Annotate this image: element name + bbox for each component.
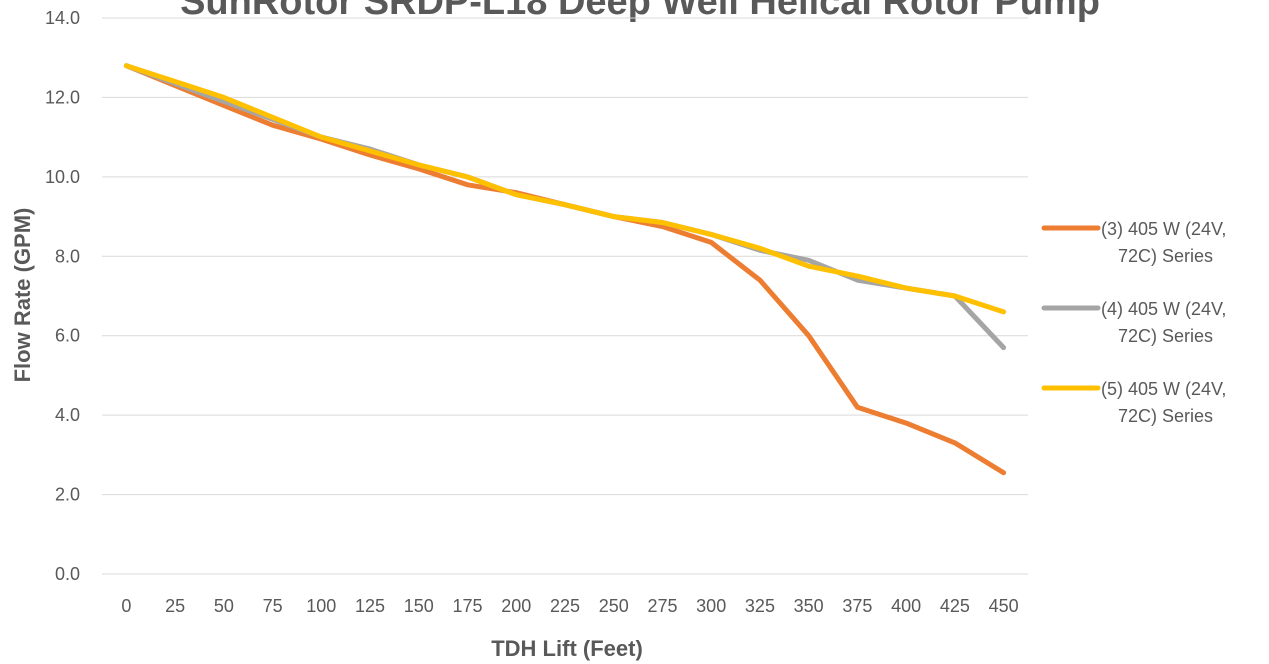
legend-label-2: (4) 405 W (24V, <box>1101 299 1226 319</box>
x-tick-label: 225 <box>550 596 580 616</box>
series-line-1 <box>123 63 1007 476</box>
x-tick-label: 75 <box>263 596 283 616</box>
x-axis-title: TDH Lift (Feet) <box>491 636 643 661</box>
x-tick-label: 100 <box>306 596 336 616</box>
x-tick-label: 275 <box>647 596 677 616</box>
x-tick-label: 150 <box>404 596 434 616</box>
legend-label-1: (3) 405 W (24V, <box>1101 219 1226 239</box>
legend: (3) 405 W (24V, 72C) Series (4) 405 W (24V… <box>1041 219 1226 426</box>
x-tick-label: 25 <box>165 596 185 616</box>
x-tick-label: 250 <box>599 596 629 616</box>
y-tick-label: 4.0 <box>55 405 80 425</box>
series-line-3 <box>123 63 1007 315</box>
x-tick-label: 350 <box>794 596 824 616</box>
x-tick-label: 450 <box>989 596 1019 616</box>
x-tick-label: 125 <box>355 596 385 616</box>
y-tick-label: 0.0 <box>55 564 80 584</box>
x-tick-label: 50 <box>214 596 234 616</box>
legend-label-3: (5) 405 W (24V, <box>1101 379 1226 399</box>
y-axis-ticks: 0.0 2.0 4.0 6.0 8.0 10.0 12.0 14.0 <box>45 8 80 584</box>
x-tick-label: 300 <box>696 596 726 616</box>
x-tick-label: 175 <box>453 596 483 616</box>
x-tick-label: 0 <box>121 596 131 616</box>
x-tick-label: 425 <box>940 596 970 616</box>
x-tick-label: 325 <box>745 596 775 616</box>
legend-label-1-cont: 72C) Series <box>1118 246 1213 266</box>
y-tick-label: 8.0 <box>55 246 80 266</box>
y-tick-label: 6.0 <box>55 326 80 346</box>
y-tick-label: 14.0 <box>45 8 80 28</box>
x-tick-label: 200 <box>501 596 531 616</box>
x-tick-label: 400 <box>891 596 921 616</box>
legend-label-3-cont: 72C) Series <box>1118 406 1213 426</box>
y-tick-label: 12.0 <box>45 87 80 107</box>
chart-title: SunRotor SRDP-L18 Deep Well Helical Roto… <box>180 0 1100 23</box>
x-tick-label: 375 <box>842 596 872 616</box>
y-axis-title: Flow Rate (GPM) <box>10 208 35 383</box>
gridlines <box>102 17 1028 575</box>
y-tick-label: 10.0 <box>45 167 80 187</box>
y-tick-label: 2.0 <box>55 485 80 505</box>
series-lines <box>123 63 1007 476</box>
legend-label-2-cont: 72C) Series <box>1118 326 1213 346</box>
x-axis-ticks: 0 25 50 75 100 125 150 175 200 225 250 275 300 325 350… <box>121 596 1018 616</box>
